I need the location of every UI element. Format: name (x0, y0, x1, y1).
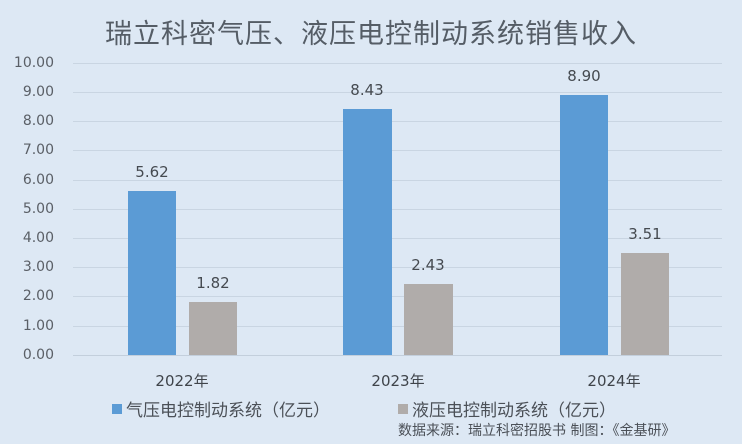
gridline (73, 296, 722, 297)
legend-swatch-blue-icon (112, 403, 122, 414)
bar-pneumatic-2022 (128, 191, 176, 355)
x-label-2023: 2023年 (371, 372, 425, 390)
bar-hydraulic-2022 (189, 302, 237, 355)
y-tick: 7.00 (22, 142, 54, 158)
x-label-2022: 2022年 (155, 372, 209, 390)
gridline (73, 150, 722, 151)
gridline (73, 238, 722, 239)
gridline (73, 180, 722, 181)
y-tick: 5.00 (22, 201, 54, 217)
y-tick: 1.00 (22, 318, 54, 334)
gridline (73, 92, 722, 93)
value-label: 1.82 (196, 274, 230, 292)
legend-item-hydraulic: 液压电控制动系统（亿元） (398, 396, 616, 421)
y-tick: 4.00 (22, 230, 54, 246)
bar-hydraulic-2023 (404, 284, 453, 355)
y-tick: 10.00 (13, 55, 54, 71)
gridline (73, 326, 722, 327)
value-label: 3.51 (628, 225, 662, 243)
bar-pneumatic-2024 (560, 95, 608, 355)
value-label: 2.43 (411, 256, 445, 274)
value-label: 8.43 (350, 81, 384, 99)
bar-pneumatic-2023 (343, 109, 392, 355)
source-note: 数据来源：瑞立科密招股书 制图：《金基研》 (398, 423, 676, 439)
legend-item-pneumatic: 气压电控制动系统（亿元） (112, 396, 330, 421)
legend-swatch-grey-icon (398, 403, 408, 414)
legend-label: 气压电控制动系统（亿元） (126, 401, 330, 421)
gridline (73, 63, 722, 64)
y-tick: 8.00 (22, 113, 54, 129)
x-label-2024: 2024年 (587, 372, 641, 390)
chart-title: 瑞立科密气压、液压电控制动系统销售收入 (105, 19, 637, 50)
value-label: 8.90 (567, 67, 601, 85)
gridline (73, 267, 722, 268)
legend-label: 液压电控制动系统（亿元） (412, 401, 616, 421)
gridline (73, 209, 722, 210)
gridline (73, 121, 722, 122)
x-axis-line (73, 355, 722, 356)
value-label: 5.62 (135, 163, 169, 181)
bar-hydraulic-2024 (621, 253, 669, 355)
y-tick: 9.00 (22, 84, 54, 100)
y-tick: 0.00 (22, 347, 54, 363)
y-tick: 6.00 (22, 172, 54, 188)
y-tick: 2.00 (22, 288, 54, 304)
y-tick: 3.00 (22, 259, 54, 275)
